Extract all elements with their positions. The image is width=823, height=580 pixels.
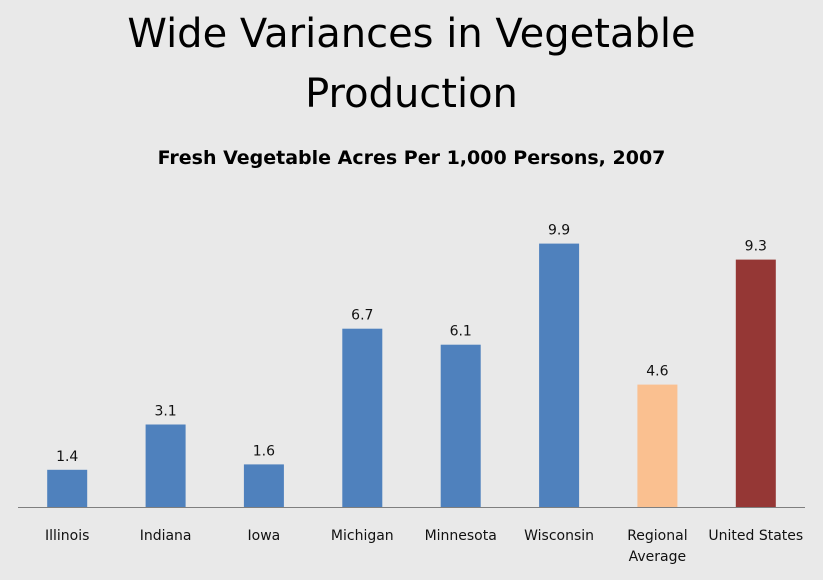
bar-2 bbox=[243, 464, 284, 507]
category-label-4: Minnesota bbox=[425, 528, 497, 544]
bar-3 bbox=[342, 328, 383, 507]
bar-6 bbox=[637, 384, 678, 507]
category-label-0: Illinois bbox=[45, 528, 89, 544]
category-label-5: Wisconsin bbox=[524, 528, 594, 544]
slide-title: Wide Variances in Vegetable Production bbox=[0, 4, 823, 124]
bar-7 bbox=[735, 259, 776, 507]
bar-0 bbox=[47, 469, 88, 507]
data-label-4: 6.1 bbox=[450, 324, 472, 340]
data-label-3: 6.7 bbox=[351, 308, 373, 324]
category-label-3: Michigan bbox=[331, 528, 394, 544]
chart-title: Fresh Vegetable Acres Per 1,000 Persons,… bbox=[157, 147, 666, 169]
category-label-1: Indiana bbox=[140, 528, 192, 544]
category-label-7: United States bbox=[708, 528, 803, 544]
slide-title-line-1: Wide Variances in Vegetable bbox=[127, 11, 696, 57]
category-label-6: Regional Average bbox=[627, 528, 687, 565]
slide-title-line-2: Production bbox=[305, 71, 518, 117]
bar-5 bbox=[539, 243, 580, 507]
bar-4 bbox=[440, 344, 481, 507]
data-label-1: 3.1 bbox=[154, 404, 176, 420]
data-label-5: 9.9 bbox=[548, 223, 570, 239]
category-label-2: Iowa bbox=[248, 528, 281, 544]
data-label-6: 4.6 bbox=[646, 364, 668, 380]
data-label-0: 1.4 bbox=[56, 449, 78, 465]
bar-1 bbox=[145, 424, 186, 507]
data-label-2: 1.6 bbox=[253, 443, 275, 459]
data-label-7: 9.3 bbox=[745, 239, 767, 255]
